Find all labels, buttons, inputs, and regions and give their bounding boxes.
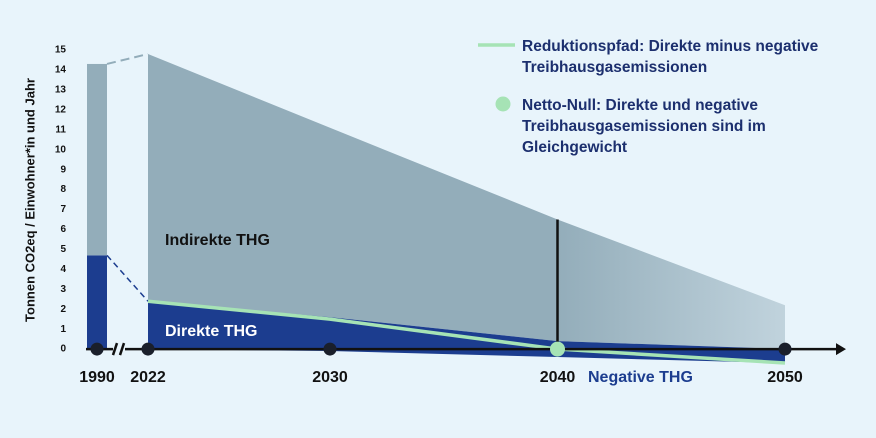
y-axis-label: Tonnen CO2eq / Einwohner*in und Jahr bbox=[22, 78, 37, 322]
y-tick-label: 0 bbox=[60, 344, 66, 355]
area-direct bbox=[148, 301, 785, 350]
y-tick-label: 7 bbox=[60, 204, 66, 215]
y-tick-label: 11 bbox=[55, 124, 66, 135]
y-tick-label: 15 bbox=[55, 45, 67, 56]
y-tick-label: 5 bbox=[60, 244, 66, 255]
series-label: Direkte THG bbox=[165, 323, 257, 340]
series-label: Negative THG bbox=[588, 369, 693, 386]
y-tick-label: 6 bbox=[60, 224, 66, 235]
y-tick-label: 3 bbox=[60, 284, 66, 295]
x-tick-label: 2030 bbox=[312, 369, 348, 386]
x-tick-dot bbox=[323, 342, 337, 356]
y-tick-label: 10 bbox=[55, 144, 67, 155]
y-tick-label: 9 bbox=[60, 164, 66, 175]
annotation-text: Netto-Null: Direkte und negative Treibha… bbox=[522, 97, 766, 156]
x-tick-label: 2022 bbox=[130, 369, 166, 386]
y-tick-label: 4 bbox=[60, 264, 66, 275]
area-indirect bbox=[148, 53, 785, 350]
y-tick-label: 1 bbox=[60, 324, 66, 335]
bar-direct-1990 bbox=[87, 255, 107, 350]
line-series bbox=[147, 299, 786, 365]
x-tick-label: 2050 bbox=[767, 369, 803, 386]
legend-dot bbox=[495, 96, 511, 112]
legend-text: Reduktionspfad: Direkte minus negative T… bbox=[522, 38, 819, 76]
series-label: Indirekte THG bbox=[165, 232, 270, 249]
y-tick-label: 8 bbox=[60, 184, 66, 195]
axis-break bbox=[111, 342, 119, 356]
connector bbox=[106, 254, 149, 302]
x-axis-arrow bbox=[836, 343, 846, 356]
x-tick-dot bbox=[141, 342, 155, 356]
x-tick-label: 2040 bbox=[540, 369, 576, 386]
axis-break bbox=[118, 342, 126, 356]
x-tick-label: 1990 bbox=[79, 369, 115, 386]
y-tick-label: 12 bbox=[55, 104, 67, 115]
y-tick-label: 2 bbox=[60, 304, 66, 315]
y-tick-label: 14 bbox=[55, 65, 67, 76]
y-tick-label: 13 bbox=[55, 85, 67, 96]
bar-indirect-1990 bbox=[87, 63, 107, 256]
x-tick-dot bbox=[90, 342, 104, 356]
net-zero-point bbox=[550, 341, 565, 357]
connector bbox=[106, 53, 149, 65]
x-tick-dot bbox=[778, 342, 792, 356]
